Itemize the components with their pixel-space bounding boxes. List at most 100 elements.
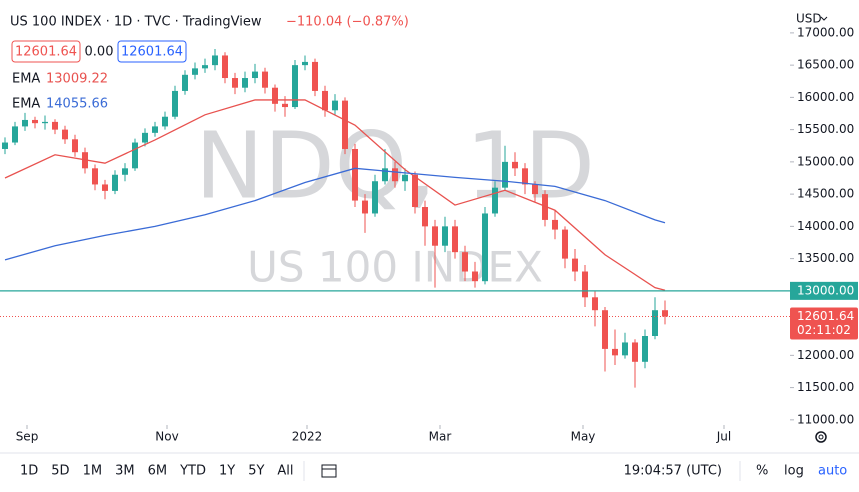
candle-body xyxy=(572,258,578,272)
candle-body xyxy=(472,271,478,282)
ema-legend-value: 13009.22 xyxy=(46,72,108,87)
range-button[interactable]: YTD xyxy=(179,464,206,479)
candle-body xyxy=(602,310,608,349)
y-tick-label: 17000.00 xyxy=(797,25,854,39)
candle-body xyxy=(302,61,308,66)
candle-body xyxy=(632,342,638,362)
candle-body xyxy=(342,100,348,149)
candle-body xyxy=(192,68,198,75)
candle-body xyxy=(182,74,188,91)
ema-line xyxy=(4,99,666,291)
y-tick-label: 16500.00 xyxy=(797,58,854,72)
countdown: 02:11:02 xyxy=(797,323,851,337)
candle-body xyxy=(2,142,8,149)
ask-price[interactable]: 12601.64 xyxy=(121,45,183,60)
candle-body xyxy=(202,65,208,69)
x-tick-label: Nov xyxy=(155,430,178,444)
candle-body xyxy=(372,181,378,214)
candle-body xyxy=(12,126,18,143)
y-tick-label: 16000.00 xyxy=(797,90,854,104)
candle-body xyxy=(622,342,628,356)
x-tick-label: Jul xyxy=(716,430,731,444)
candle-body xyxy=(142,132,148,143)
candle-body xyxy=(452,226,458,253)
candle-body xyxy=(252,71,258,79)
candle-body xyxy=(132,142,138,169)
ema-legend-name: EMA xyxy=(12,97,40,112)
candle-body xyxy=(42,121,48,124)
price-change: −110.04 (−0.87%) xyxy=(286,15,409,30)
candle-body xyxy=(552,219,558,230)
candle-body xyxy=(592,297,598,311)
scale-option[interactable]: % xyxy=(756,464,768,479)
candle-body xyxy=(212,55,218,66)
range-button[interactable]: All xyxy=(277,464,293,479)
ask-box[interactable] xyxy=(117,40,187,63)
candle-body xyxy=(492,187,498,214)
last-price-box xyxy=(790,307,858,340)
candle-body xyxy=(412,174,418,208)
candle-body xyxy=(102,184,108,191)
gear[interactable] xyxy=(815,431,827,443)
candle-body xyxy=(162,116,168,127)
candle-body xyxy=(362,200,368,214)
y-tick-label: 15000.00 xyxy=(797,154,854,168)
candle-body xyxy=(512,161,518,169)
hline-label: 13000.00 xyxy=(797,283,854,297)
range-button[interactable]: 1M xyxy=(83,464,103,479)
candle-body xyxy=(352,148,358,201)
candle-body xyxy=(272,87,278,104)
candle-body xyxy=(542,194,548,220)
spread: 0.00 xyxy=(85,45,114,60)
range-button[interactable]: 5D xyxy=(51,464,69,479)
candle-body xyxy=(322,90,328,111)
range-button[interactable]: 6M xyxy=(148,464,168,479)
last-price-label: 12601.64 xyxy=(797,309,854,323)
candle-body xyxy=(262,71,268,88)
candle-body xyxy=(72,139,78,153)
calendar[interactable] xyxy=(321,464,337,478)
watermark-sub: US 100 INDEX xyxy=(247,243,543,292)
candle-body xyxy=(462,252,468,272)
candle-body xyxy=(432,226,438,246)
y-tick-label: 14000.00 xyxy=(797,219,854,233)
candle-body xyxy=(172,90,178,117)
candle-body xyxy=(312,61,318,91)
y-tick-label: 13500.00 xyxy=(797,251,854,265)
candle-body xyxy=(422,207,428,227)
y-tick-label: 12000.00 xyxy=(797,348,854,362)
currency[interactable]: USD xyxy=(796,12,822,26)
ema-legend-value: 14055.66 xyxy=(46,97,108,112)
candle-body xyxy=(442,226,448,246)
x-tick-label: Sep xyxy=(16,430,39,444)
range-button[interactable]: 1Y xyxy=(219,464,235,479)
x-tick-label: May xyxy=(571,430,596,444)
y-tick-label: 15500.00 xyxy=(797,122,854,136)
candle-body xyxy=(222,55,228,79)
candle-body xyxy=(662,310,668,317)
bid-price[interactable]: 12601.64 xyxy=(15,45,77,60)
candle-body xyxy=(562,229,568,259)
candle-body xyxy=(122,168,128,175)
range-button[interactable]: 1D xyxy=(20,464,38,479)
range-button[interactable]: 3M xyxy=(115,464,135,479)
clock[interactable]: 19:04:57 (UTC) xyxy=(624,464,722,479)
candle-body xyxy=(582,271,588,298)
candle-body xyxy=(292,65,298,108)
scale-option[interactable]: log xyxy=(784,464,804,479)
candle-body xyxy=(332,100,338,111)
gear-hub[interactable] xyxy=(818,434,824,440)
calendar-icon[interactable] xyxy=(321,464,337,478)
candle-body xyxy=(52,121,58,130)
candle-body xyxy=(502,161,508,188)
candle-body xyxy=(652,310,658,337)
settings-icon[interactable] xyxy=(815,431,827,443)
candle-body xyxy=(532,184,538,195)
range-button[interactable]: 5Y xyxy=(248,464,264,479)
bid-box[interactable] xyxy=(11,40,81,63)
candle-body xyxy=(642,336,648,362)
currency-caret[interactable] xyxy=(820,16,828,21)
scale-option[interactable]: auto xyxy=(818,464,847,479)
candle-body xyxy=(22,119,28,127)
